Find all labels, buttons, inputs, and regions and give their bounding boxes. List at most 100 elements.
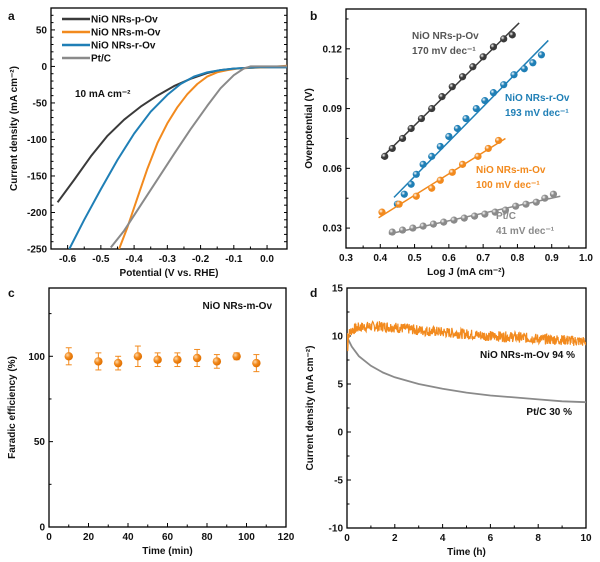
data-point-pt-c [481,210,489,218]
data-point-nio-nrs-p-ov [479,53,487,61]
x-tick-label: 0 [344,533,350,544]
series-line-nio-nrs-p-ov [56,66,287,203]
y-tick-label: -50 [33,98,48,109]
x-tick-label: 2 [392,533,398,544]
data-point-nio-nrs-r-ov [428,152,436,160]
panel-letter-a: a [8,9,15,23]
x-tick-label: 1.0 [579,253,593,264]
data-point-nio-nrs-r-ov [537,51,546,59]
data-point-nio-nrs-r-ov [500,81,508,89]
series-label-pt-c: Pt/C [496,211,516,222]
y-tick-label: 50 [34,437,46,448]
x-tick-label: 0 [46,532,52,543]
x-tick-label: -0.4 [125,254,143,265]
data-point-nio-nrs-m-ov [412,192,420,200]
data-point-nio-nrs-p-ov [458,73,467,81]
y-axis-label: Overpotential (V) [304,88,315,169]
data-point-nio-nrs-r-ov [489,89,498,97]
data-point-nio-nrs-r-ov [400,190,408,198]
data-point [173,355,182,364]
data-point-nio-nrs-m-ov [428,184,436,192]
data-point-pt-c [388,228,396,236]
y-tick-label: -250 [27,245,47,256]
x-tick-label: 60 [162,532,174,543]
y-tick-label: -100 [27,135,47,146]
data-point-pt-c [491,208,499,216]
x-tick-label: 0.0 [260,254,274,265]
series-label-nio-nrs-r-ov: NiO NRs-r-Ov [505,93,570,104]
x-tick-label: 100 [238,532,255,543]
y-tick-label: 0.12 [323,44,343,55]
data-point [212,357,222,366]
legend-label: Pt/C [91,54,111,65]
data-point-pt-c [512,202,520,210]
data-point-nio-nrs-r-ov [472,104,480,113]
data-point-nio-nrs-r-ov [520,65,528,73]
data-point-pt-c [549,190,558,198]
data-point-pt-c [409,224,417,232]
x-tick-label: 10 [580,533,592,544]
y-tick-label: 15 [332,284,344,295]
data-point-nio-nrs-m-ov [395,200,403,208]
data-point-nio-nrs-r-ov [481,97,489,105]
y-tick-label: 0.03 [323,224,343,235]
x-tick-label: -0.5 [92,254,110,265]
data-point-pt-c [532,198,540,206]
data-point [64,352,73,361]
data-point-pt-c [440,218,448,226]
x-tick-label: 0.8 [510,253,524,264]
x-tick-label: 0.6 [442,253,456,264]
data-point-pt-c [501,206,510,214]
data-point-nio-nrs-r-ov [445,132,453,141]
series-line-pt-c [110,65,287,249]
data-point-nio-nrs-m-ov [436,176,444,184]
panel-d-stability-chart: 0 2 4 6 8 10 -10 -5 0 5 10 15 Time (h) Current densit… [305,284,592,559]
data-point-pt-c [398,226,407,234]
panel-b-tafel-chart: 0.3 0.4 0.5 0.6 0.7 0.8 0.9 1.0 0.03 0.06 0.09 0.12… [304,8,593,278]
plot-frame [48,287,287,528]
data-point-pt-c [541,194,549,202]
y-tick-label: 0.09 [323,104,343,115]
slope-label-nio-nrs-m-ov: 100 mV dec⁻¹ [476,180,540,191]
data-point-nio-nrs-p-ov [448,83,456,91]
y-axis-label: Faradic efficiency (%) [7,356,18,459]
data-point-nio-nrs-p-ov [469,63,477,71]
data-point-nio-nrs-m-ov [378,208,386,216]
slope-label-pt-c: 41 mV dec⁻¹ [496,226,555,237]
data-point [94,357,103,366]
slope-label-nio-nrs-p-ov: 170 mV dec⁻¹ [412,46,476,57]
x-tick-label: 40 [122,532,134,543]
series-line-nio-nrs-r-ov [68,66,287,249]
annotation-sample: NiO NRs-m-Ov [203,301,273,312]
x-tick-label: 6 [488,533,494,544]
panel-letter-c: c [8,286,15,300]
data-point-nio-nrs-m-ov [458,160,467,168]
data-point-nio-nrs-m-ov [448,168,456,176]
x-axis-label: Time (min) [142,546,192,557]
data-point-nio-nrs-r-ov [419,160,427,168]
data-point [133,352,143,361]
data-point [153,355,162,364]
data-point-nio-nrs-p-ov [508,31,516,39]
legend-label: NiO NRs-p-Ov [91,15,158,26]
y-tick-label: 100 [28,352,45,363]
data-point [192,353,202,363]
data-point [113,358,123,368]
x-tick-label: 8 [535,533,541,544]
data-point-nio-nrs-p-ov [398,134,407,143]
x-axis-label: Potential (V vs. RHE) [120,268,219,279]
data-point-nio-nrs-p-ov [417,114,426,123]
data-point-pt-c [429,220,438,228]
data-point-pt-c [460,214,468,222]
x-tick-label: -0.1 [225,254,243,265]
data-point-nio-nrs-p-ov [428,104,436,113]
legend-label: NiO NRs-m-Ov [91,28,161,39]
y-axis-label: Current density (mA cm⁻²) [305,346,316,471]
panel-letter-b: b [310,9,317,23]
x-tick-label: 0.4 [373,253,387,264]
data-point-nio-nrs-p-ov [500,35,508,43]
panel-letter-d: d [310,286,317,300]
legend-label: NiO NRs-r-Ov [91,41,156,52]
data-point-nio-nrs-p-ov [438,93,446,101]
y-tick-label: 0 [41,62,47,73]
